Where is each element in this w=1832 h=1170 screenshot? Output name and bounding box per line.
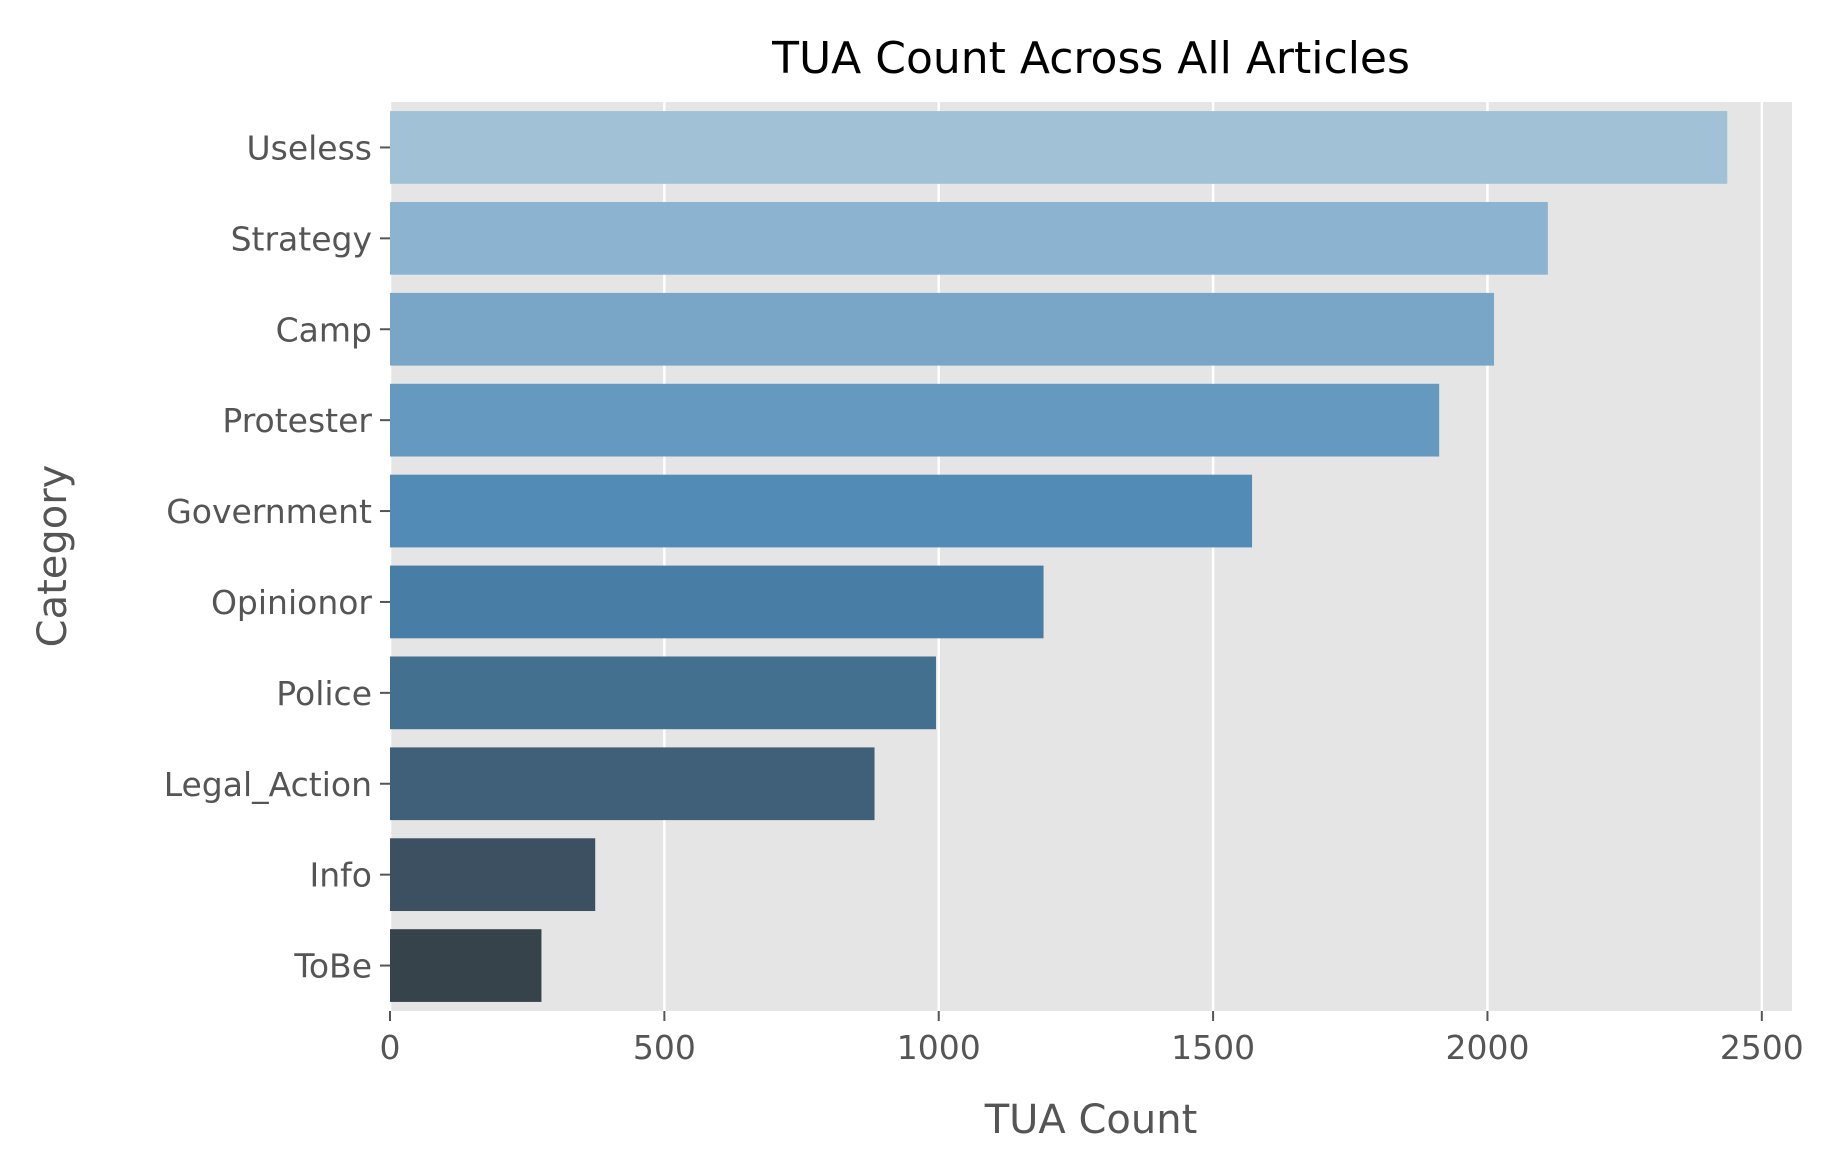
x-tick-label: 2000 [1445,1028,1529,1067]
bars [390,111,1728,1002]
bar-police [390,656,936,730]
y-tick-label: ToBe [293,947,372,986]
x-tick-label: 1500 [1171,1028,1255,1067]
y-tick-label: Government [166,492,372,531]
bar-government [390,474,1253,548]
bar-tobe [390,929,542,1002]
y-tick-label: Legal_Action [164,765,372,804]
x-tick-label: 500 [633,1028,696,1067]
y-tick-label: Camp [276,310,372,349]
y-axis-label: Category [30,465,76,648]
bar-legal-action [390,747,875,821]
bar-opinionor [390,565,1044,639]
y-tick-label: Strategy [231,219,372,258]
y-axis: Useless Strategy Camp Protester Government Op… [164,128,390,986]
x-tick-label: 0 [380,1028,401,1067]
y-tick-label: Info [310,856,372,895]
x-axis: 0 500 1000 1500 2000 2500 [380,1011,1804,1067]
y-tick-label: Opinionor [211,583,372,622]
y-tick-label: Police [276,674,372,713]
y-tick-label: Useless [246,128,372,167]
x-axis-label: TUA Count [984,1097,1198,1143]
chart-title: TUA Count Across All Articles [771,33,1410,84]
bar-info [390,838,596,912]
bar-useless [390,111,1728,184]
y-tick-label: Protester [222,401,372,440]
x-tick-label: 1000 [897,1028,981,1067]
bar-camp [390,292,1495,366]
x-tick-label: 2500 [1720,1028,1804,1067]
bar-protester [390,383,1440,457]
bar-strategy [390,201,1548,275]
